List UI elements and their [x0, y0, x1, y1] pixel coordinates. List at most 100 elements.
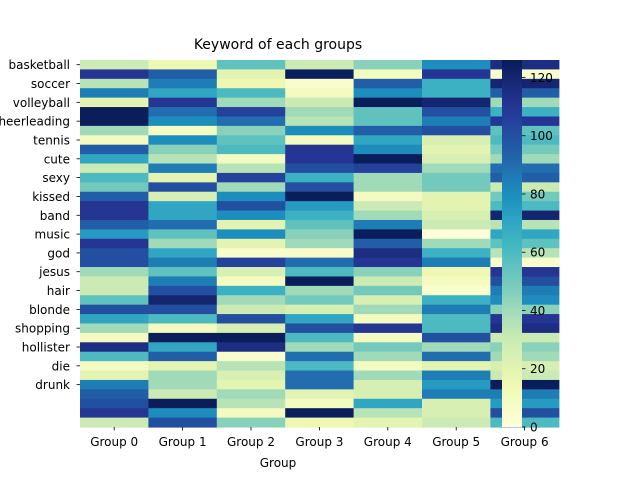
heatmap-cell [216, 314, 286, 325]
heatmap-cell [285, 267, 355, 278]
heatmap-cell [216, 172, 286, 183]
heatmap-cell [490, 276, 560, 287]
heatmap-cell [80, 172, 149, 183]
heatmap-cell [422, 172, 491, 183]
heatmap-cell [148, 361, 218, 372]
heatmap-cell [353, 295, 423, 306]
heatmap-cell [80, 60, 149, 71]
colorbar-ticks: 0 20 40 60 80 100 120 [522, 71, 553, 435]
heatmap-cell [353, 182, 423, 193]
y-tick-label: god [47, 246, 70, 260]
heatmap-cell [490, 379, 560, 390]
heatmap-cell [285, 370, 355, 381]
heatmap-cell [422, 88, 491, 99]
heatmap-cell [148, 408, 218, 419]
heatmap-cell [80, 248, 149, 259]
heatmap-cell [422, 78, 491, 89]
heatmap-cell [80, 107, 149, 118]
heatmap-cell [353, 144, 423, 155]
heatmap-cell [285, 276, 355, 287]
heatmap-cell [148, 69, 218, 80]
heatmap-cell [422, 267, 491, 278]
heatmap-cell [216, 361, 286, 372]
heatmap-cell [353, 323, 423, 334]
x-axis-ticks: Group 0 Group 1 Group 2 Group 3 Group 4 Group… [90, 427, 549, 449]
heatmap-cell [422, 229, 491, 240]
heatmap-cell [353, 238, 423, 249]
heatmap-cell [490, 182, 560, 193]
heatmap-cell [285, 97, 355, 108]
heatmap-cell [148, 78, 218, 89]
heatmap-cell [80, 342, 149, 353]
heatmap-cell [422, 182, 491, 193]
heatmap-cell [148, 163, 218, 174]
heatmap-cell [285, 351, 355, 362]
heatmap-cell [422, 210, 491, 221]
heatmap-cell [353, 107, 423, 118]
heatmap-cell [285, 417, 355, 428]
heatmap-cell [490, 144, 560, 155]
heatmap-cell [490, 285, 560, 296]
heatmap-cell [216, 248, 286, 259]
heatmap-cell [80, 361, 149, 372]
heatmap-cell [422, 361, 491, 372]
heatmap-cell [216, 201, 286, 212]
heatmap-cell [285, 285, 355, 296]
heatmap-cell [285, 361, 355, 372]
heatmap-cell [490, 154, 560, 165]
heatmap-cell [285, 88, 355, 99]
heatmap-cell [80, 154, 149, 165]
y-tick-label: jesus [38, 265, 70, 279]
heatmap-cell [422, 135, 491, 146]
heatmap-cell [353, 229, 423, 240]
heatmap-cell [216, 154, 286, 165]
heatmap-cell [285, 408, 355, 419]
heatmap-cell [216, 191, 286, 202]
heatmap-cell [285, 135, 355, 146]
heatmap-cell [148, 304, 218, 315]
heatmap-cell [148, 238, 218, 249]
heatmap-cell [285, 60, 355, 71]
heatmap-cell [148, 257, 218, 268]
heatmap-cell [285, 154, 355, 165]
heatmap-cell [285, 172, 355, 183]
heatmap-cell [216, 88, 286, 99]
heatmap-cell [148, 172, 218, 183]
heatmap-cell [80, 191, 149, 202]
heatmap-cell [353, 417, 423, 428]
heatmap-cell [490, 389, 560, 400]
heatmap-cell [490, 248, 560, 259]
y-tick-label: blonde [29, 303, 70, 317]
heatmap-cell [353, 304, 423, 315]
heatmap-cell [490, 257, 560, 268]
heatmap-cell [285, 323, 355, 334]
heatmap-cell [148, 60, 218, 71]
heatmap-cell [353, 276, 423, 287]
heatmap-cell [490, 332, 560, 343]
heatmap-cell [353, 370, 423, 381]
heatmap-cell [490, 201, 560, 212]
heatmap-cell [422, 191, 491, 202]
colorbar-tick-label: 0 [530, 421, 538, 435]
heatmap-cell [216, 351, 286, 362]
y-tick-label: soccer [31, 77, 70, 91]
heatmap-cell [148, 144, 218, 155]
heatmap-cell [353, 389, 423, 400]
heatmap-cell [216, 389, 286, 400]
heatmap-cell [148, 125, 218, 136]
colorbar-tick-label: 60 [530, 246, 545, 260]
heatmap-cell [490, 417, 560, 428]
heatmap-cell [148, 332, 218, 343]
heatmap-cell [80, 229, 149, 240]
heatmap-cell [216, 97, 286, 108]
y-tick-label: band [40, 209, 70, 223]
heatmap-cell [422, 398, 491, 409]
heatmap-cell [353, 408, 423, 419]
heatmap-cell [422, 97, 491, 108]
heatmap-cell [422, 201, 491, 212]
heatmap-cell [422, 370, 491, 381]
heatmap-cell [148, 398, 218, 409]
heatmap-cell [353, 398, 423, 409]
heatmap-cell [285, 295, 355, 306]
heatmap-cell [80, 389, 149, 400]
